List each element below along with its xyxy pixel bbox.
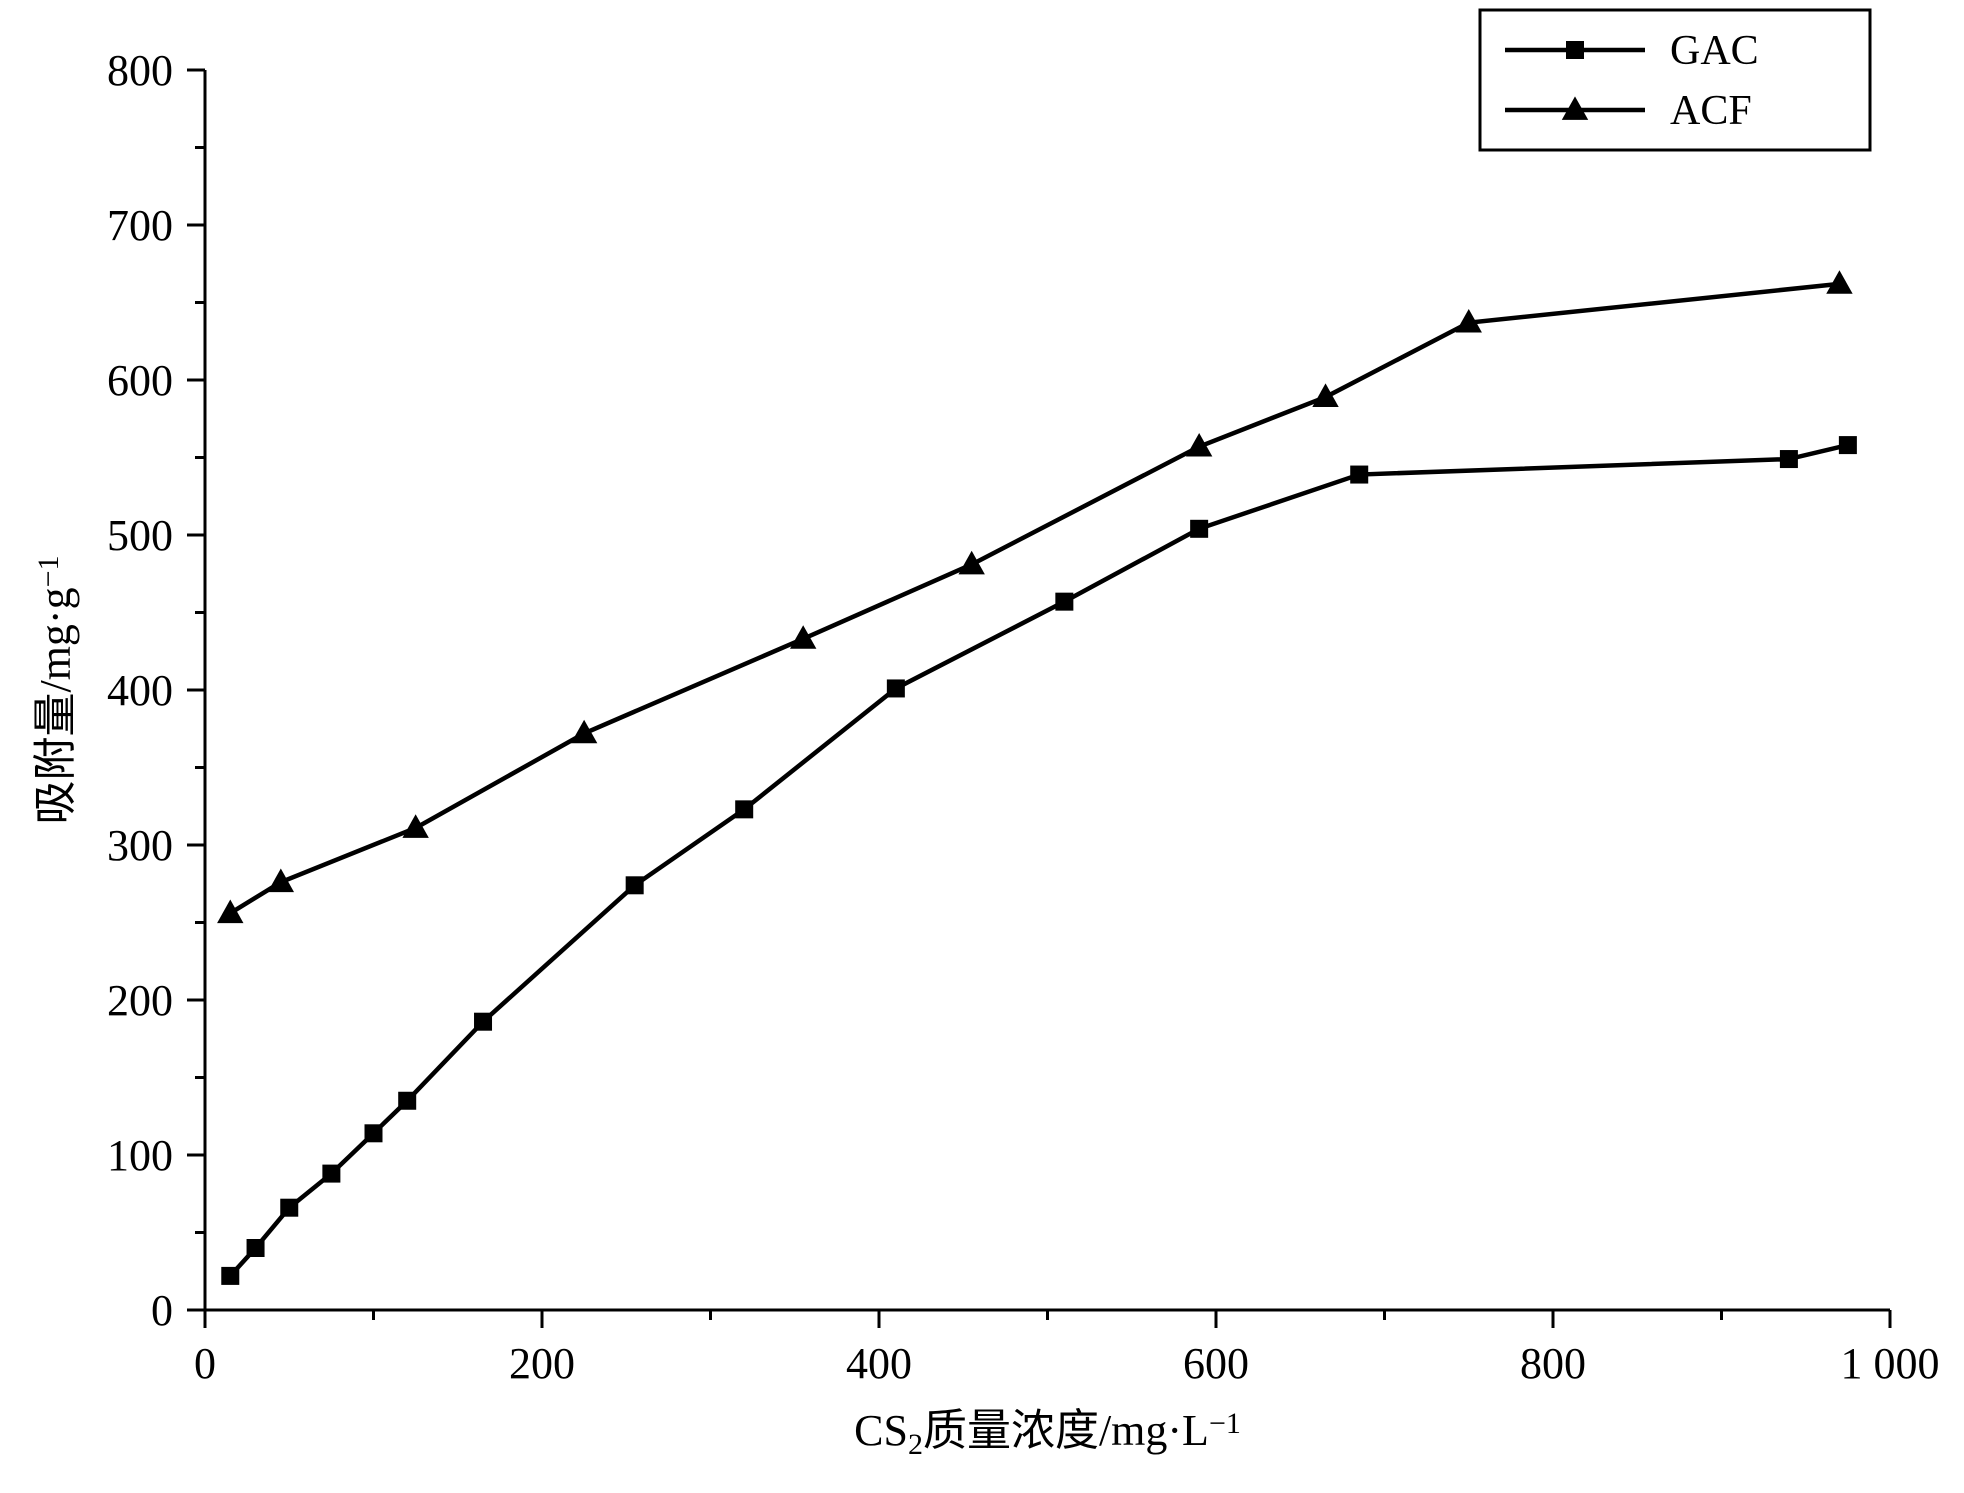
x-tick-label: 1 000 (1841, 1339, 1940, 1388)
x-tick-label: 0 (194, 1339, 216, 1388)
x-tick-label: 400 (846, 1339, 912, 1388)
y-tick-label: 200 (107, 976, 173, 1025)
y-tick-label: 0 (151, 1286, 173, 1335)
y-tick-label: 600 (107, 356, 173, 405)
adsorption-chart: 0 200 400 600 800 1 000 0 100 200 300 400 500 600 700… (0, 0, 1964, 1493)
x-tick-label: 800 (1520, 1339, 1586, 1388)
legend-item-label: GAC (1670, 28, 1759, 74)
x-tick-label: 600 (1183, 1339, 1249, 1388)
y-tick-label: 400 (107, 666, 173, 715)
y-axis-label: 吸附量/mg·g−1 (31, 555, 80, 824)
x-tick-label: 200 (509, 1339, 575, 1388)
chart-container: 0 200 400 600 800 1 000 0 100 200 300 400 500 600 700… (0, 0, 1964, 1493)
y-tick-label: 700 (107, 201, 173, 250)
y-tick-label: 800 (107, 46, 173, 95)
legend: GAC ACF (1480, 10, 1870, 150)
y-tick-label: 300 (107, 821, 173, 870)
y-tick-label: 100 (107, 1131, 173, 1180)
y-tick-label: 500 (107, 511, 173, 560)
legend-item-label: ACF (1670, 88, 1752, 134)
